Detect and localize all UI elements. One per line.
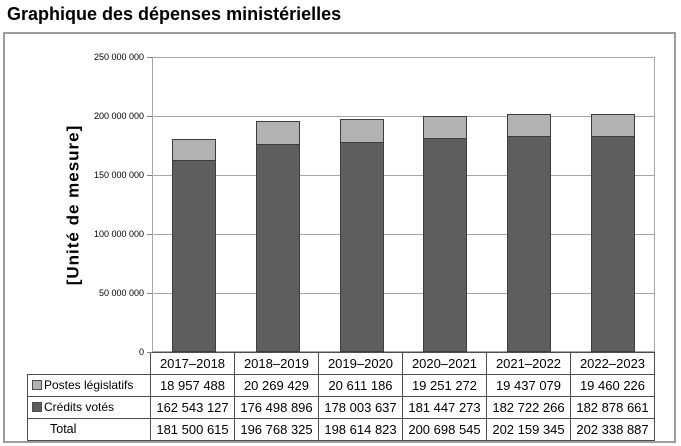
table-cell: 19 460 226	[570, 374, 655, 397]
bar-credits-votes-2017–2018	[172, 160, 216, 352]
y-axis-tick	[147, 116, 152, 117]
page-title: Graphique des dépenses ministérielles	[7, 4, 342, 24]
table-cell: 196 768 325	[234, 418, 319, 441]
table-row-postes-legislatifs: Postes législatifs 18 957 488 20 269 429…	[27, 374, 655, 397]
legend-item-postes-legislatifs: Postes législatifs	[27, 374, 151, 397]
y-axis-title-text: [Unité de mesure]	[63, 124, 82, 285]
y-axis-tick-label: 50 000 000	[98, 288, 144, 298]
bar-postes-legislatifs-2018–2019	[256, 120, 300, 145]
table-cell: 181 500 615	[150, 418, 235, 441]
bar-credits-votes-2021–2022	[507, 136, 551, 352]
legend-swatch-light-icon	[32, 380, 42, 390]
plot-area	[152, 57, 655, 352]
y-axis-tick-label: 150 000 000	[93, 170, 144, 180]
year-header: 2018–2019	[234, 352, 319, 375]
chart-figure: [Unité de mesure] 2017–2018 2018–2019 20…	[3, 32, 676, 443]
legend-swatch-dark-icon	[32, 402, 42, 412]
y-axis-tick-label: 0	[138, 347, 144, 357]
bar-credits-votes-2019–2020	[340, 141, 384, 352]
gridline	[153, 175, 654, 176]
year-header: 2017–2018	[150, 352, 235, 375]
legend-item-credits-votes: Crédits votés	[27, 396, 151, 419]
year-header: 2021–2022	[486, 352, 571, 375]
table-row-total: Total 181 500 615 196 768 325 198 614 82…	[27, 418, 655, 441]
bar-credits-votes-2022–2023	[591, 136, 635, 352]
table-cell: 162 543 127	[150, 396, 235, 419]
table-cell: 182 878 661	[570, 396, 655, 419]
y-axis-title: [Unité de mesure]	[59, 57, 87, 352]
table-cell: 18 957 488	[150, 374, 235, 397]
bar-postes-legislatifs-2021–2022	[507, 114, 551, 138]
y-axis-tick-label: 200 000 000	[93, 111, 144, 121]
table-cell: 20 611 186	[318, 374, 403, 397]
table-row-years: 2017–2018 2018–2019 2019–2020 2020–2021 …	[28, 352, 655, 375]
table-cell: 202 159 345	[486, 418, 571, 441]
table-cell: 202 338 887	[570, 418, 655, 441]
table-cell: 182 722 266	[486, 396, 571, 419]
bar-postes-legislatifs-2022–2023	[591, 114, 635, 138]
table-cell: 19 437 079	[486, 374, 571, 397]
gridline	[153, 116, 654, 117]
year-header: 2020–2021	[402, 352, 487, 375]
y-axis-tick	[147, 234, 152, 235]
y-axis-tick	[147, 57, 152, 58]
table-cell: 178 003 637	[318, 396, 403, 419]
bar-credits-votes-2020–2021	[423, 137, 467, 352]
gridline	[153, 293, 654, 294]
bar-postes-legislatifs-2020–2021	[423, 116, 467, 139]
data-table: 2017–2018 2018–2019 2019–2020 2020–2021 …	[27, 352, 655, 441]
bar-postes-legislatifs-2017–2018	[172, 138, 216, 162]
legend-label: Crédits votés	[44, 400, 115, 414]
table-row-credits-votes: Crédits votés 162 543 127 176 498 896 17…	[27, 396, 655, 419]
y-axis-tick	[147, 352, 152, 353]
y-axis-tick	[147, 175, 152, 176]
table-cell: 176 498 896	[234, 396, 319, 419]
total-label: Total	[27, 418, 151, 441]
gridline	[153, 234, 654, 235]
table-cell: 181 447 273	[402, 396, 487, 419]
y-axis-tick-label: 100 000 000	[93, 229, 144, 239]
legend-label: Postes législatifs	[44, 378, 134, 392]
table-cell: 20 269 429	[234, 374, 319, 397]
y-axis-tick	[147, 293, 152, 294]
table-cell: 19 251 272	[402, 374, 487, 397]
table-cell: 200 698 545	[402, 418, 487, 441]
year-header: 2022–2023	[570, 352, 655, 375]
table-cell: 198 614 823	[318, 418, 403, 441]
bar-credits-votes-2018–2019	[256, 143, 300, 352]
year-header: 2019–2020	[318, 352, 403, 375]
y-axis-tick-label: 250 000 000	[93, 52, 144, 62]
bar-postes-legislatifs-2019–2020	[340, 118, 384, 143]
